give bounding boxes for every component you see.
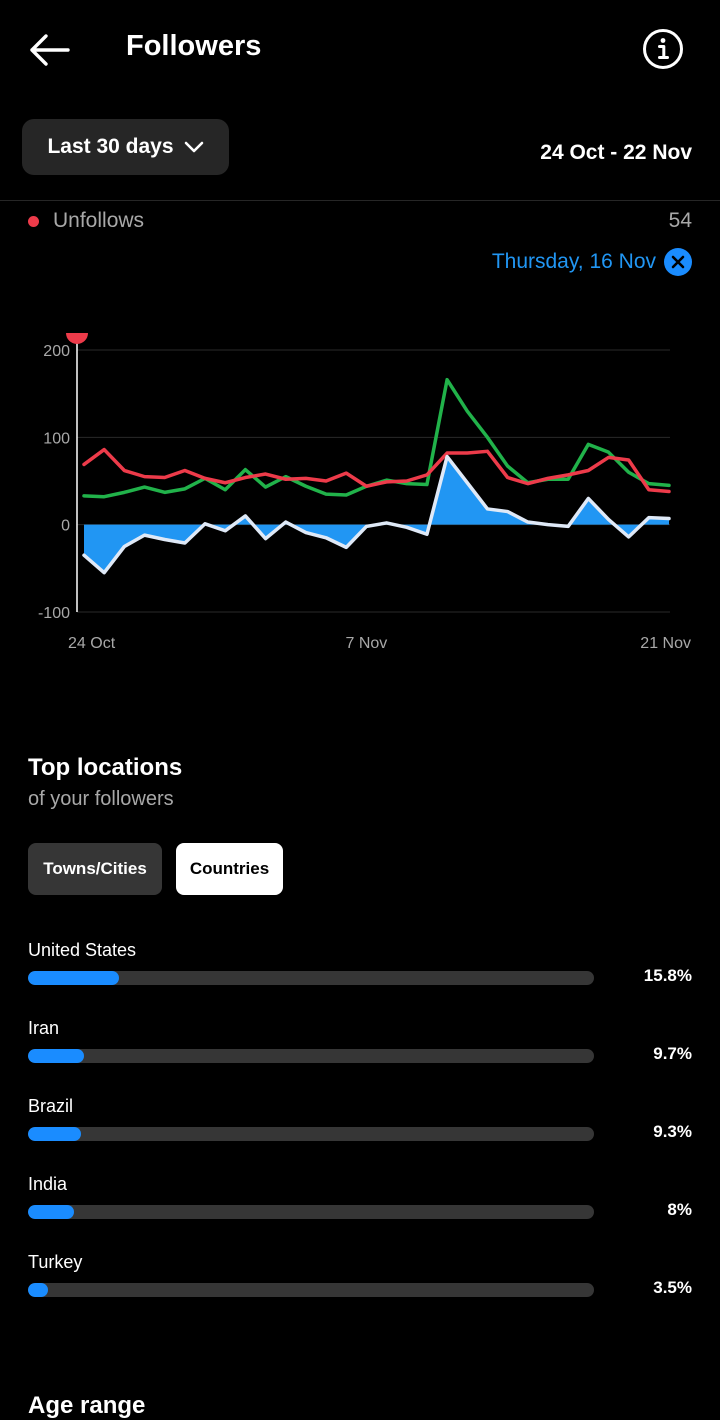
divider (0, 200, 720, 201)
location-percentage: 3.5% (653, 1278, 692, 1297)
location-name: India (28, 1174, 68, 1194)
series-line-1 (82, 447, 671, 494)
location-bar-track (28, 1283, 594, 1297)
arrow-left-icon (30, 34, 70, 66)
y-tick-label: 100 (43, 430, 70, 447)
unfollows-legend-label: Unfollows (53, 209, 145, 232)
tab-countries[interactable]: Countries (176, 843, 283, 895)
location-bar-track (28, 1049, 594, 1063)
location-bar-fill (28, 1049, 84, 1063)
location-name: Turkey (28, 1252, 83, 1272)
location-name: Iran (28, 1018, 60, 1038)
top-locations-subtitle: of your followers (28, 788, 174, 810)
info-button[interactable] (640, 26, 686, 72)
date-range-dropdown-label: Last 30 days (47, 135, 174, 158)
date-range-dropdown[interactable]: Last 30 days (22, 119, 229, 175)
location-percentage: 9.7% (653, 1044, 692, 1063)
location-bar-fill (28, 1127, 82, 1141)
location-bar-fill (28, 1283, 49, 1297)
axis-marker (66, 333, 88, 344)
back-button[interactable] (26, 30, 72, 70)
y-tick-label: 0 (61, 518, 70, 535)
location-bar-track (28, 1127, 594, 1141)
location-bar-track (28, 1205, 594, 1219)
series-line-2 (82, 454, 671, 575)
date-range-text: 24 Oct - 22 Nov (540, 141, 692, 164)
selected-date-label: Thursday, 16 Nov (491, 250, 656, 273)
top-locations-title: Top locations (28, 754, 183, 781)
tab-towns-cities[interactable]: Towns/Cities (28, 843, 162, 895)
location-bar-track (28, 971, 594, 985)
unfollows-legend-dot (28, 216, 39, 227)
y-tick-label: -100 (38, 605, 70, 622)
followers-line-chart[interactable]: 200 100 0 -100 24 Oct 7 Nov 21 Nov (0, 320, 720, 665)
unfollows-legend-value: 54 (668, 209, 692, 232)
location-bar-fill (28, 971, 119, 985)
close-icon (671, 255, 685, 269)
chevron-down-icon (184, 141, 203, 153)
location-name: Brazil (28, 1096, 74, 1116)
clear-selection-button[interactable] (664, 248, 692, 276)
page-title: Followers (126, 30, 262, 62)
x-tick-label: 7 Nov (346, 635, 388, 652)
info-icon (643, 29, 683, 69)
y-tick-label: 200 (43, 343, 70, 360)
location-name: United States (28, 940, 137, 960)
x-tick-label: 24 Oct (68, 635, 116, 652)
location-bar-fill (28, 1205, 74, 1219)
series-line-0 (82, 377, 671, 499)
location-percentage: 8% (667, 1200, 692, 1219)
x-tick-label: 21 Nov (640, 635, 691, 652)
location-percentage: 15.8% (643, 966, 692, 985)
age-range-title: Age range (28, 1392, 146, 1419)
location-percentage: 9.3% (653, 1122, 692, 1141)
